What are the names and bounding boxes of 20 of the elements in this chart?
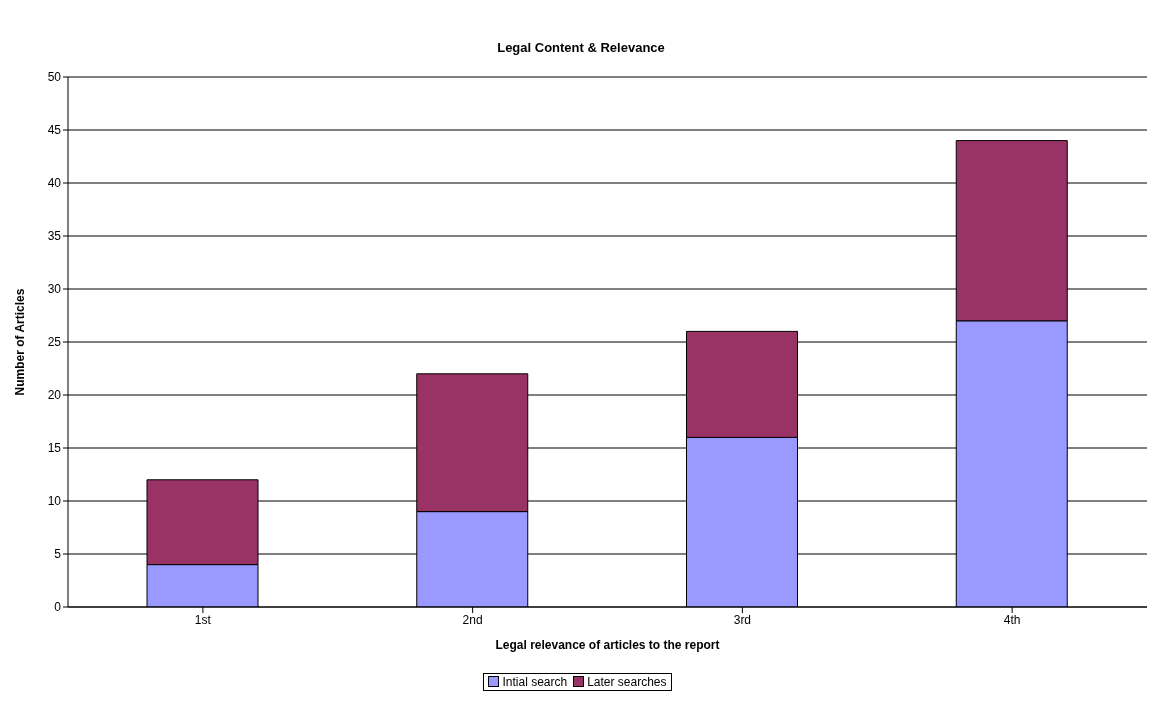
x-tick-label: 2nd: [462, 612, 483, 627]
y-tick-label: 45: [47, 123, 62, 138]
x-axis-title: Legal relevance of articles to the report: [495, 638, 720, 652]
y-tick-label: 25: [47, 335, 62, 350]
y-tick-label: 10: [47, 494, 62, 509]
y-tick-label: 15: [47, 441, 62, 456]
x-tick-label: 1st: [194, 612, 212, 627]
y-tick-label: 40: [47, 176, 62, 191]
legend-label: Intial search: [501, 674, 568, 689]
y-tick-label: 5: [54, 547, 62, 562]
legend-label: Later searches: [586, 674, 667, 689]
y-tick-label: 35: [47, 229, 62, 244]
y-tick-label: 30: [47, 282, 62, 297]
y-tick-label: 20: [47, 388, 62, 403]
x-tick-label: 3rd: [733, 612, 752, 627]
y-axis-title: Number of Articles: [13, 288, 28, 396]
y-tick-label: 50: [47, 70, 62, 85]
y-tick-label: 0: [54, 600, 62, 615]
chart-title: Legal Content & Relevance: [496, 40, 666, 55]
x-tick-label: 4th: [1003, 612, 1021, 627]
